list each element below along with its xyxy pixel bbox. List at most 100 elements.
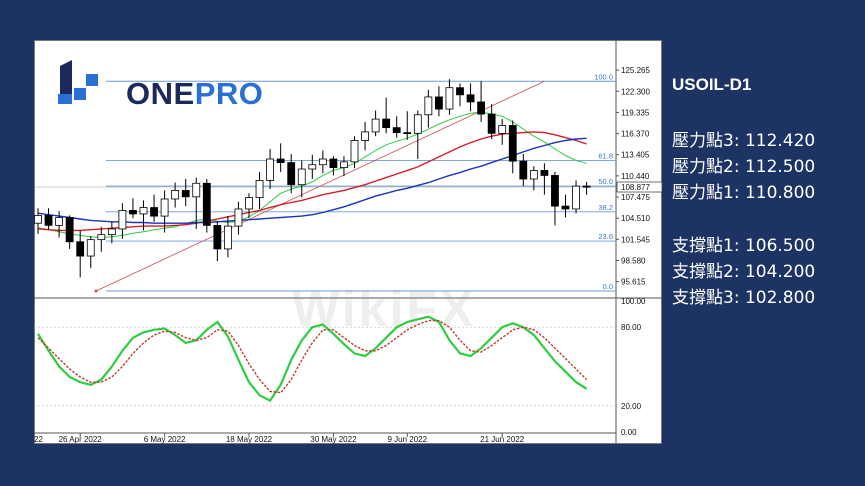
candle-body	[181, 190, 190, 198]
date-tick-label: 21 Jun 2022	[480, 435, 525, 444]
resistance-3-value: 112.420	[744, 131, 816, 151]
candle-body	[192, 182, 201, 198]
logo-small-square-shape	[74, 88, 86, 100]
price-tick-label: 98.580	[621, 256, 646, 265]
candle-body	[529, 170, 538, 180]
candle-body	[245, 197, 253, 210]
resistance-1-value: 110.800	[744, 183, 816, 203]
candle-body	[202, 182, 211, 226]
candle-body	[466, 94, 475, 103]
candle-body	[540, 170, 549, 176]
candle-body	[361, 131, 369, 141]
candle-body	[171, 190, 180, 200]
candle-body	[477, 101, 486, 115]
candle-body	[255, 180, 264, 198]
indicator-tick-label: 20.00	[621, 402, 642, 411]
indicator-tick-label: 0.00	[621, 428, 637, 437]
price-tick-label: 113.405	[621, 151, 650, 160]
stochastic-line	[37, 315, 588, 403]
moving-average-line	[37, 131, 587, 232]
candle-body	[234, 208, 243, 227]
candle-body	[392, 127, 401, 134]
logo-wordmark-one: ONE	[126, 76, 195, 111]
fib-level-label: 38.2	[598, 203, 613, 212]
resistance-2: 壓力點2: 112.500	[672, 152, 815, 177]
price-tick-label: 116.370	[621, 130, 650, 139]
candle-body	[487, 113, 496, 134]
candle-body	[150, 207, 158, 217]
logo-square-shape	[58, 94, 72, 104]
symbol-title: USOIL-D1	[672, 75, 752, 94]
price-tick-label: 122.300	[621, 87, 650, 96]
candle-body	[223, 225, 232, 250]
candle-body	[65, 217, 74, 243]
candle-body	[561, 205, 570, 210]
date-tick-label: 22	[34, 435, 43, 444]
candle-body	[276, 158, 285, 163]
resistance-1-label: 壓力點1:	[672, 183, 740, 203]
resistance-2-value: 112.500	[744, 157, 816, 177]
onepro-logo-icon	[58, 60, 98, 104]
candle-body	[382, 118, 391, 129]
fib-level-label: 61.8	[598, 151, 613, 160]
candle-body	[508, 125, 517, 162]
support-2-value: 104.200	[744, 262, 816, 282]
candle-body	[434, 96, 443, 110]
indicator-tick-label: 80.00	[621, 323, 642, 332]
candle-body	[287, 162, 296, 186]
candle-body	[519, 160, 528, 180]
candle-body	[318, 158, 327, 166]
candle-body	[308, 164, 317, 170]
support-2: 支撐點2: 104.200	[672, 257, 815, 282]
current-price-label: 108.877	[621, 183, 650, 192]
candle-body	[213, 224, 222, 250]
candle-body	[34, 214, 42, 224]
date-tick-label: 6 May 2022	[144, 435, 186, 444]
fib-anchor-point	[94, 289, 98, 293]
price-tick-label: 110.440	[621, 172, 650, 181]
candle-body	[582, 185, 591, 188]
candle-body	[160, 198, 169, 217]
indicator-tick-label: 100.00	[621, 297, 646, 306]
fib-level-label: 23.6	[598, 232, 613, 241]
candle-body	[118, 209, 127, 230]
logo-plus-square-shape	[86, 74, 98, 86]
date-tick-label: 26 Apr 2022	[59, 435, 103, 444]
candle-body	[44, 214, 53, 226]
support-1-label: 支撐點1:	[672, 236, 740, 256]
candle-body	[403, 132, 412, 135]
fib-level-label: 50.0	[598, 177, 613, 186]
candle-body	[572, 185, 580, 210]
candle-body	[266, 158, 275, 181]
candle-body	[86, 239, 95, 257]
candle-body	[139, 207, 148, 215]
candle-body	[371, 118, 380, 133]
fib-trendline	[95, 80, 545, 292]
current-price-tag	[616, 181, 662, 193]
candle-body	[456, 87, 464, 96]
fib-level-label: 0.0	[603, 282, 613, 291]
date-tick-label: 18 May 2022	[226, 435, 273, 444]
onepro-logo: ONEPRO	[46, 50, 266, 112]
candle-body	[297, 168, 306, 186]
resistance-2-label: 壓力點2:	[672, 157, 740, 177]
candle-body	[350, 140, 359, 163]
logo-wordmark: ONEPRO	[126, 76, 263, 112]
candle-body	[97, 234, 106, 241]
fib-level-label: 100.0	[594, 72, 613, 81]
price-tick-label: 107.475	[621, 193, 650, 202]
candle-body	[424, 96, 433, 116]
logo-bar-shape	[60, 60, 72, 94]
candle-body	[107, 228, 116, 236]
resistance-1: 壓力點1: 110.800	[672, 178, 815, 203]
price-tick-label: 101.545	[621, 235, 650, 244]
moving-average-line	[37, 137, 587, 224]
candle-body	[129, 209, 137, 215]
candle-body	[340, 161, 348, 168]
panel-frame	[34, 40, 662, 444]
support-1-value: 106.500	[744, 236, 816, 256]
chart-panel: 125.265 122.300 119.335 116.370 113.405 110.4…	[34, 40, 662, 444]
candle-body	[55, 217, 64, 226]
date-tick-label: 9 Jun 2022	[387, 435, 427, 444]
candle-body	[445, 87, 454, 110]
